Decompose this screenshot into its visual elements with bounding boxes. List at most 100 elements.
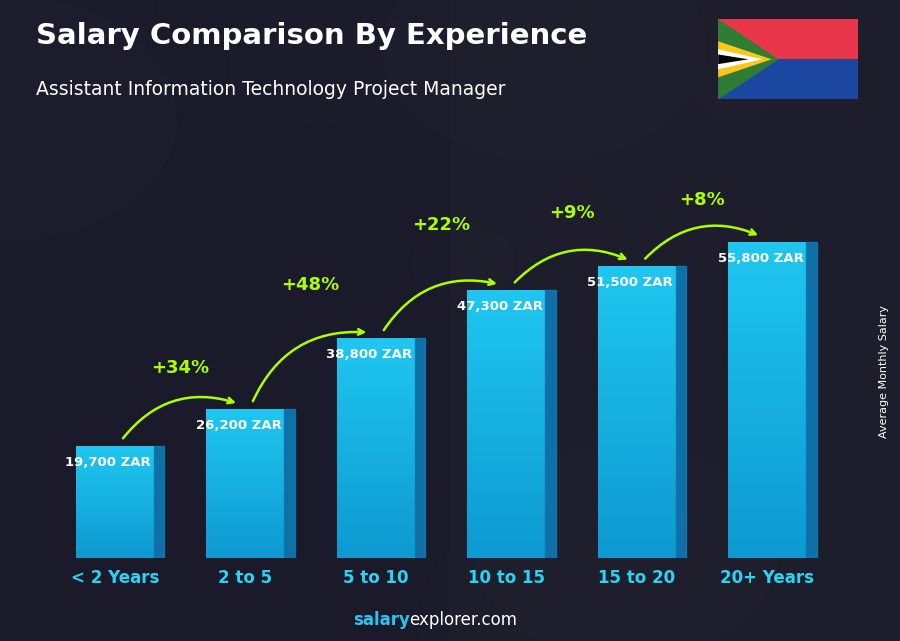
Bar bbox=[467, 351, 545, 354]
Bar bbox=[467, 508, 545, 511]
Bar bbox=[598, 485, 676, 488]
Bar bbox=[76, 512, 154, 513]
Bar bbox=[337, 549, 415, 552]
Bar bbox=[728, 483, 806, 487]
Bar bbox=[598, 303, 676, 306]
Bar bbox=[728, 360, 806, 364]
Bar bbox=[467, 384, 545, 387]
Bar bbox=[718, 60, 858, 99]
Bar bbox=[337, 440, 415, 442]
Text: Salary Comparison By Experience: Salary Comparison By Experience bbox=[36, 22, 587, 51]
Bar bbox=[206, 487, 284, 489]
Bar bbox=[467, 367, 545, 370]
Bar bbox=[598, 278, 676, 281]
Bar bbox=[337, 476, 415, 478]
Bar bbox=[206, 552, 284, 554]
Bar bbox=[728, 546, 806, 550]
Bar bbox=[467, 337, 545, 340]
Bar bbox=[728, 479, 806, 483]
Bar bbox=[467, 461, 545, 464]
Bar bbox=[467, 347, 545, 351]
Circle shape bbox=[418, 471, 857, 641]
Bar bbox=[598, 460, 676, 463]
Bar bbox=[337, 363, 415, 365]
Bar bbox=[467, 304, 545, 307]
Bar bbox=[206, 499, 284, 500]
Bar bbox=[728, 463, 806, 467]
Bar bbox=[467, 454, 545, 457]
Bar bbox=[467, 294, 545, 297]
Bar bbox=[598, 419, 676, 423]
Polygon shape bbox=[676, 267, 687, 558]
Bar bbox=[206, 495, 284, 497]
Bar bbox=[598, 449, 676, 452]
Circle shape bbox=[0, 0, 157, 116]
Bar bbox=[728, 380, 806, 384]
Bar bbox=[467, 357, 545, 360]
Bar bbox=[76, 446, 154, 447]
Bar bbox=[337, 555, 415, 558]
Bar bbox=[728, 538, 806, 542]
Bar bbox=[467, 394, 545, 397]
Bar bbox=[598, 543, 676, 547]
Bar bbox=[467, 494, 545, 497]
Bar bbox=[728, 388, 806, 392]
Bar bbox=[728, 384, 806, 388]
Bar bbox=[206, 485, 284, 487]
Bar bbox=[206, 526, 284, 528]
Bar bbox=[467, 428, 545, 431]
Bar bbox=[76, 553, 154, 555]
Bar bbox=[728, 309, 806, 313]
Bar bbox=[598, 354, 676, 358]
Bar bbox=[206, 467, 284, 469]
Bar bbox=[728, 301, 806, 305]
Bar bbox=[598, 270, 676, 274]
Bar bbox=[728, 294, 806, 297]
Bar bbox=[206, 413, 284, 415]
Bar bbox=[598, 518, 676, 521]
Bar bbox=[337, 541, 415, 544]
Bar bbox=[337, 442, 415, 445]
Bar bbox=[467, 290, 545, 294]
Bar bbox=[206, 502, 284, 504]
Bar bbox=[728, 467, 806, 471]
Bar bbox=[467, 404, 545, 407]
Bar bbox=[598, 361, 676, 365]
Bar bbox=[728, 444, 806, 447]
Bar bbox=[76, 506, 154, 508]
Bar bbox=[728, 281, 806, 285]
Bar bbox=[598, 313, 676, 317]
Text: 55,800 ZAR: 55,800 ZAR bbox=[718, 252, 804, 265]
Bar bbox=[467, 374, 545, 377]
Bar bbox=[206, 435, 284, 437]
Bar bbox=[76, 519, 154, 520]
Bar bbox=[76, 458, 154, 459]
Bar bbox=[467, 401, 545, 404]
Bar bbox=[728, 534, 806, 538]
Bar bbox=[206, 432, 284, 433]
Bar bbox=[337, 530, 415, 533]
Bar bbox=[467, 297, 545, 300]
Bar bbox=[206, 420, 284, 422]
Bar bbox=[598, 299, 676, 303]
Bar bbox=[76, 453, 154, 454]
Bar bbox=[206, 463, 284, 465]
Bar bbox=[467, 310, 545, 313]
Bar bbox=[467, 330, 545, 333]
Bar bbox=[206, 532, 284, 533]
Bar bbox=[206, 426, 284, 428]
Bar bbox=[728, 514, 806, 518]
Bar bbox=[76, 483, 154, 484]
Polygon shape bbox=[415, 338, 426, 558]
Text: +48%: +48% bbox=[282, 276, 339, 294]
Bar bbox=[467, 467, 545, 470]
Bar bbox=[728, 510, 806, 514]
Text: Assistant Information Technology Project Manager: Assistant Information Technology Project… bbox=[36, 80, 506, 99]
Bar bbox=[76, 477, 154, 478]
Bar bbox=[337, 528, 415, 530]
Text: 26,200 ZAR: 26,200 ZAR bbox=[196, 419, 282, 432]
Polygon shape bbox=[806, 242, 817, 558]
Circle shape bbox=[505, 195, 694, 329]
Bar bbox=[598, 296, 676, 299]
Bar bbox=[337, 354, 415, 358]
